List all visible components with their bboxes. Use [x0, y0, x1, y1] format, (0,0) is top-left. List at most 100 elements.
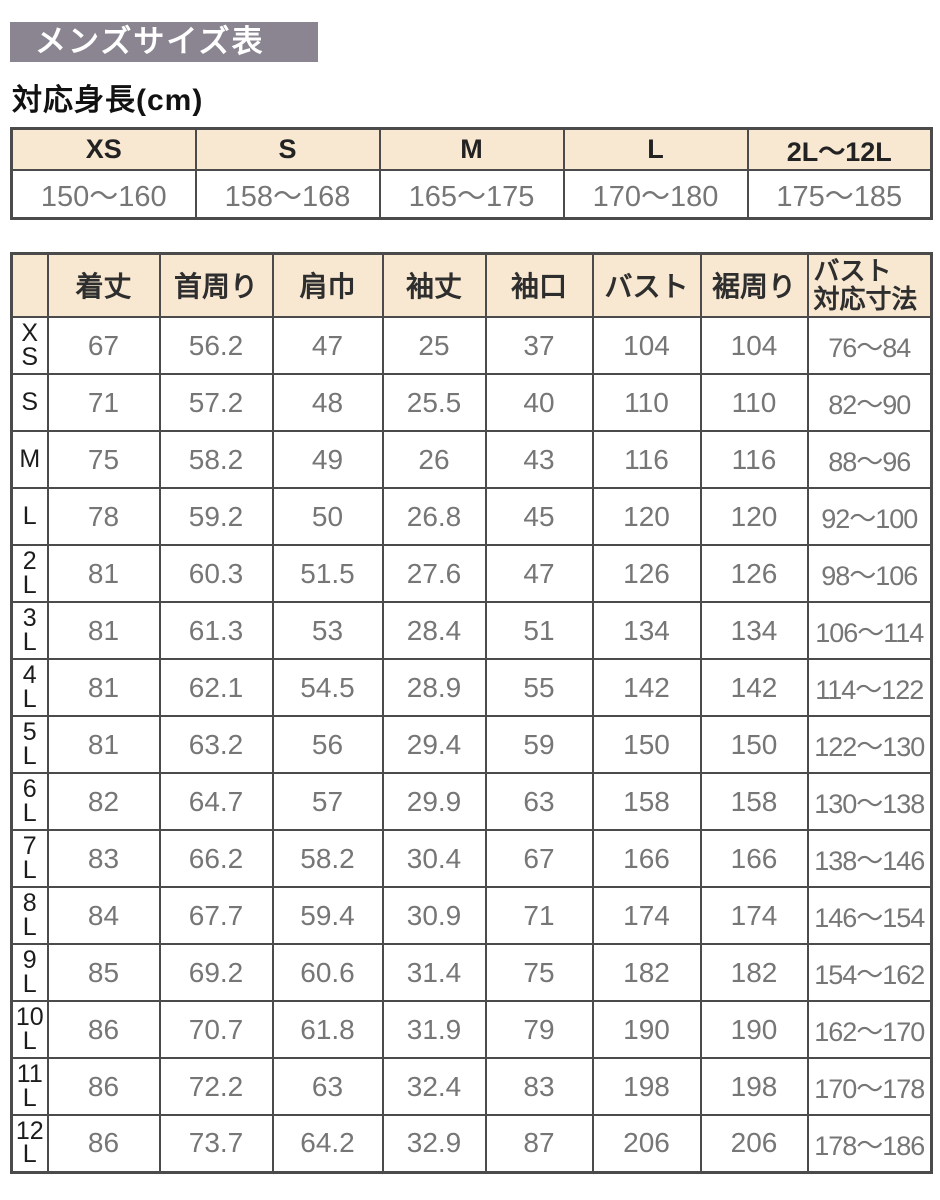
cell-xs-bust-range: 76〜84 — [806, 316, 933, 375]
cell-xs-sleeve-length: 25 — [381, 316, 487, 375]
table-row-11l: 11 L 86 72.2 63 32.4 83 198 198 170〜178 — [10, 1057, 933, 1116]
table-row-xs: X S 67 56.2 47 25 37 104 104 76〜84 — [10, 316, 933, 375]
cell-l-hem-girth: 120 — [699, 487, 809, 546]
cell-2l-sleeve-length: 27.6 — [381, 544, 487, 603]
cell-12l-hem-girth: 206 — [699, 1114, 809, 1173]
height-range-value: 175〜185 — [746, 169, 933, 219]
height-range-label: 対応身長(cm) — [12, 84, 204, 117]
cell-10l-shoulder-width: 61.8 — [271, 1000, 384, 1059]
column-header-cuff: 袖口 — [484, 252, 594, 318]
cell-l-neck-girth: 59.2 — [158, 487, 274, 546]
column-header-bust-range: バスト 対応寸法 — [806, 252, 933, 318]
cell-12l-neck-girth: 73.7 — [158, 1114, 274, 1173]
cell-l-bust-range: 92〜100 — [806, 487, 933, 546]
row-label-4l: 4 L — [10, 658, 49, 717]
cell-5l-neck-girth: 63.2 — [158, 715, 274, 774]
cell-l-sleeve-length: 26.8 — [381, 487, 487, 546]
table-row-5l: 5 L 81 63.2 56 29.4 59 150 150 122〜130 — [10, 715, 933, 774]
cell-11l-body-length: 86 — [46, 1057, 161, 1116]
cell-10l-bust: 190 — [591, 1000, 702, 1059]
cell-12l-bust: 206 — [591, 1114, 702, 1173]
cell-5l-bust: 150 — [591, 715, 702, 774]
size-table: 着丈 首周り 肩巾 袖丈 袖口 バスト 裾周り バスト 対応寸法 X S 67 56.2 47 25 3… — [10, 251, 933, 1174]
cell-10l-bust-range: 162〜170 — [806, 1000, 933, 1059]
cell-2l-hem-girth: 126 — [699, 544, 809, 603]
cell-2l-bust: 126 — [591, 544, 702, 603]
table-row-9l: 9 L 85 69.2 60.6 31.4 75 182 182 154〜162 — [10, 943, 933, 1002]
cell-9l-hem-girth: 182 — [699, 943, 809, 1002]
cell-2l-neck-girth: 60.3 — [158, 544, 274, 603]
cell-7l-sleeve-length: 30.4 — [381, 829, 487, 888]
cell-7l-bust: 166 — [591, 829, 702, 888]
cell-11l-shoulder-width: 63 — [271, 1057, 384, 1116]
row-label-m: M — [10, 430, 49, 489]
table-row-10l: 10 L 86 70.7 61.8 31.9 79 190 190 162〜170 — [10, 1000, 933, 1059]
row-label-2l: 2 L — [10, 544, 49, 603]
table-row-8l: 8 L 84 67.7 59.4 30.9 71 174 174 146〜154 — [10, 886, 933, 945]
size-table-body: X S 67 56.2 47 25 37 104 104 76〜84 S 71 57.2 48 25.5 4… — [10, 316, 933, 1173]
height-range-value: 170〜180 — [562, 169, 749, 219]
height-col-header: M — [378, 127, 565, 171]
size-table-header-row: 着丈 首周り 肩巾 袖丈 袖口 バスト 裾周り バスト 対応寸法 — [10, 252, 933, 318]
column-header-neck-girth: 首周り — [158, 252, 274, 318]
cell-3l-body-length: 81 — [46, 601, 161, 660]
cell-12l-bust-range: 178〜186 — [806, 1114, 933, 1173]
row-label-3l: 3 L — [10, 601, 49, 660]
cell-7l-neck-girth: 66.2 — [158, 829, 274, 888]
cell-m-sleeve-length: 26 — [381, 430, 487, 489]
cell-3l-bust-range: 106〜114 — [806, 601, 933, 660]
table-row-s: S 71 57.2 48 25.5 40 110 110 82〜90 — [10, 373, 933, 432]
cell-6l-bust: 158 — [591, 772, 702, 831]
cell-9l-sleeve-length: 31.4 — [381, 943, 487, 1002]
table-row-7l: 7 L 83 66.2 58.2 30.4 67 166 166 138〜146 — [10, 829, 933, 888]
row-label-12l: 12 L — [10, 1114, 49, 1173]
cell-12l-shoulder-width: 64.2 — [271, 1114, 384, 1173]
cell-8l-neck-girth: 67.7 — [158, 886, 274, 945]
cell-3l-sleeve-length: 28.4 — [381, 601, 487, 660]
size-chart-page: メンズサイズ表 対応身長(cm) XS S M L 2L〜12L 150〜160 158〜… — [10, 22, 933, 1174]
cell-s-bust: 110 — [591, 373, 702, 432]
cell-11l-sleeve-length: 32.4 — [381, 1057, 487, 1116]
row-label-6l: 6 L — [10, 772, 49, 831]
cell-4l-body-length: 81 — [46, 658, 161, 717]
cell-5l-bust-range: 122〜130 — [806, 715, 933, 774]
cell-11l-neck-girth: 72.2 — [158, 1057, 274, 1116]
height-col-header: S — [194, 127, 381, 171]
column-header-bust: バスト — [591, 252, 702, 318]
cell-8l-hem-girth: 174 — [699, 886, 809, 945]
row-label-xs: X S — [10, 316, 49, 375]
cell-8l-cuff: 71 — [484, 886, 594, 945]
cell-m-cuff: 43 — [484, 430, 594, 489]
cell-m-hem-girth: 116 — [699, 430, 809, 489]
column-header-sleeve-length: 袖丈 — [381, 252, 487, 318]
cell-xs-hem-girth: 104 — [699, 316, 809, 375]
cell-6l-body-length: 82 — [46, 772, 161, 831]
row-label-l: L — [10, 487, 49, 546]
cell-7l-body-length: 83 — [46, 829, 161, 888]
table-row-3l: 3 L 81 61.3 53 28.4 51 134 134 106〜114 — [10, 601, 933, 660]
cell-l-shoulder-width: 50 — [271, 487, 384, 546]
cell-6l-hem-girth: 158 — [699, 772, 809, 831]
page-title: メンズサイズ表 — [10, 22, 318, 62]
cell-3l-shoulder-width: 53 — [271, 601, 384, 660]
column-header-hem-girth: 裾周り — [699, 252, 809, 318]
cell-4l-hem-girth: 142 — [699, 658, 809, 717]
cell-xs-bust: 104 — [591, 316, 702, 375]
cell-4l-sleeve-length: 28.9 — [381, 658, 487, 717]
cell-l-bust: 120 — [591, 487, 702, 546]
cell-3l-hem-girth: 134 — [699, 601, 809, 660]
cell-10l-cuff: 79 — [484, 1000, 594, 1059]
height-range-value: 165〜175 — [378, 169, 565, 219]
height-col-header: L — [562, 127, 749, 171]
cell-4l-bust: 142 — [591, 658, 702, 717]
row-label-s: S — [10, 373, 49, 432]
cell-4l-shoulder-width: 54.5 — [271, 658, 384, 717]
cell-4l-bust-range: 114〜122 — [806, 658, 933, 717]
height-col-header: XS — [10, 127, 197, 171]
column-header-body-length: 着丈 — [46, 252, 161, 318]
cell-s-hem-girth: 110 — [699, 373, 809, 432]
cell-9l-neck-girth: 69.2 — [158, 943, 274, 1002]
cell-9l-bust-range: 154〜162 — [806, 943, 933, 1002]
cell-4l-neck-girth: 62.1 — [158, 658, 274, 717]
cell-7l-cuff: 67 — [484, 829, 594, 888]
